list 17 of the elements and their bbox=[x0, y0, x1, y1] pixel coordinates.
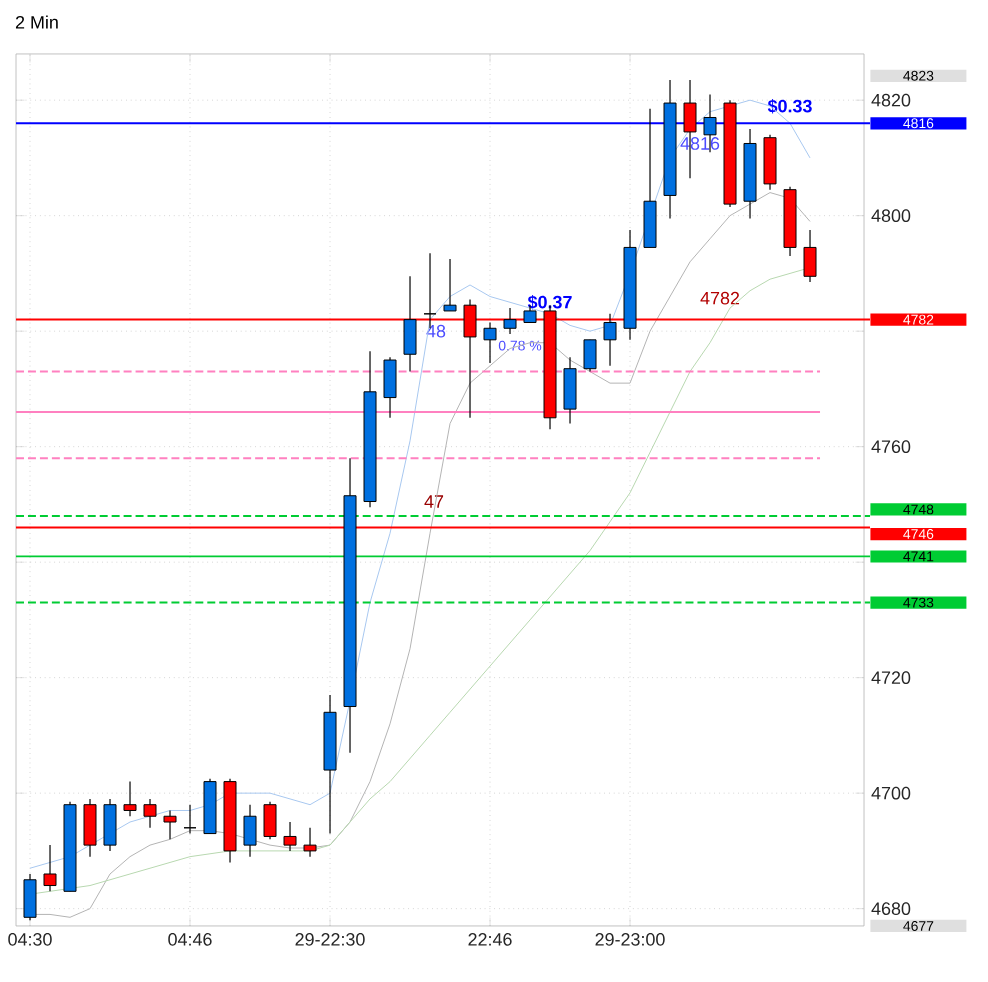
y-tick-label: 4680 bbox=[871, 902, 911, 916]
annotation: $0.37 bbox=[527, 294, 572, 310]
x-tick-label: 29-23:00 bbox=[595, 933, 665, 946]
y-tick-label: 4720 bbox=[871, 671, 911, 685]
x-tick-label: 29-22:30 bbox=[295, 933, 365, 946]
y-tick-label: 4800 bbox=[871, 209, 911, 223]
chart-title: 2 Min bbox=[15, 15, 58, 29]
annotation: 47 bbox=[424, 495, 444, 508]
annotation: 48 bbox=[426, 324, 446, 338]
x-tick-label: 04:46 bbox=[168, 933, 212, 946]
y-tick-label: 4820 bbox=[871, 93, 911, 107]
y-tick-label: 4700 bbox=[871, 786, 911, 800]
annotation: $0.33 bbox=[767, 98, 812, 114]
y-tick-label: 4760 bbox=[871, 440, 911, 454]
x-tick-label: 04:30 bbox=[8, 933, 52, 946]
annotation: 4782 bbox=[700, 291, 740, 305]
x-tick-label: 22:46 bbox=[468, 933, 512, 946]
